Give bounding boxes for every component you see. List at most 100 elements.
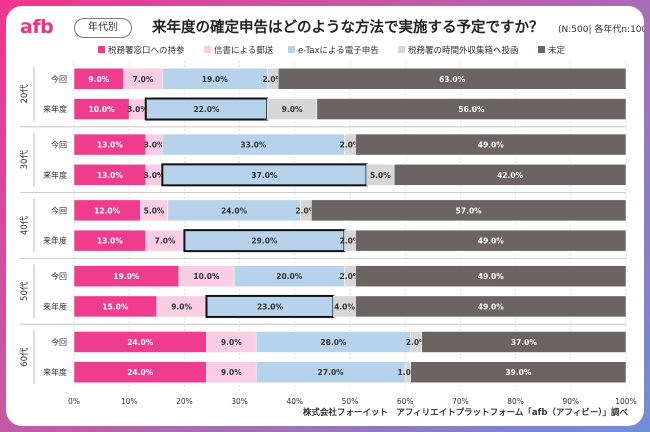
bar-segment	[421, 331, 627, 353]
x-tick-label: 40%	[286, 397, 303, 406]
bar-segment	[355, 295, 627, 318]
bar-segment	[277, 68, 627, 90]
data-label: 42.0%	[497, 171, 524, 180]
chart-card: afb 年代別 来年度の確定申告はどのような方法で実施する予定ですか？ (N:5…	[6, 6, 644, 426]
legend-swatch	[204, 46, 211, 53]
x-tick-label: 20%	[176, 397, 193, 406]
data-label: 10.0%	[193, 272, 220, 281]
data-label: 57.0%	[456, 206, 483, 215]
data-label: 9.0%	[282, 105, 303, 114]
x-tick-label: 60%	[397, 397, 414, 406]
row-label: 来年度	[43, 104, 67, 114]
row-label: 今回	[51, 74, 67, 84]
data-label: 63.0%	[439, 75, 466, 84]
group-label: 50代	[19, 281, 30, 301]
data-label: 3.0%	[127, 105, 148, 114]
data-label: 15.0%	[102, 302, 129, 311]
data-label: 19.0%	[202, 75, 229, 84]
x-tick-label: 80%	[507, 397, 524, 406]
row-label: 来年度	[43, 236, 67, 246]
data-label: 49.0%	[478, 272, 505, 281]
legend-swatch	[538, 46, 545, 53]
data-label: 28.0%	[320, 338, 347, 347]
row-label: 来年度	[43, 301, 67, 311]
afb-logo: afb	[20, 16, 54, 38]
legend-item: 信書による郵送	[204, 44, 273, 56]
data-label: 7.0%	[133, 75, 154, 84]
row-label: 今回	[51, 205, 67, 215]
x-tick-label: 10%	[121, 397, 138, 406]
data-label: 12.0%	[94, 206, 121, 215]
legend-item: e-Taxによる電子申告	[288, 44, 379, 56]
bar-segment	[410, 361, 627, 383]
data-label: 27.0%	[318, 368, 345, 377]
data-label: 2.0%	[340, 237, 361, 246]
data-label: 2.0%	[295, 206, 316, 215]
x-tick-label: 50%	[342, 397, 359, 406]
data-label: 7.0%	[155, 237, 176, 246]
data-label: 9.0%	[221, 368, 242, 377]
sample-size-note: (N:500| 各年代n:100)	[558, 25, 644, 35]
data-label: 37.0%	[511, 338, 538, 347]
row-label: 今回	[51, 140, 67, 150]
legend-swatch	[288, 46, 295, 53]
data-label: 23.0%	[257, 302, 284, 311]
group-label: 60代	[19, 347, 30, 367]
bar-segment	[393, 164, 627, 186]
data-label: 2.0%	[340, 272, 361, 281]
legend-label: 税務署窓口への持参	[108, 46, 185, 56]
x-tick-label: 90%	[562, 397, 579, 406]
data-label: 3.0%	[144, 171, 165, 180]
data-label: 3.0%	[144, 141, 165, 150]
data-label: 56.0%	[458, 105, 485, 114]
data-label: 5.0%	[370, 171, 391, 180]
data-label: 33.0%	[240, 141, 267, 150]
legend-swatch	[98, 46, 105, 53]
bar-segment	[355, 229, 627, 252]
data-label: 49.0%	[478, 302, 505, 311]
data-label: 20.0%	[276, 272, 303, 281]
data-label: 2.0%	[340, 141, 361, 150]
data-label: 10.0%	[89, 105, 116, 114]
bar-segment	[355, 133, 627, 156]
data-label: 39.0%	[505, 368, 532, 377]
data-label: 13.0%	[97, 141, 124, 150]
data-label: 13.0%	[97, 237, 124, 246]
group-label: 20代	[19, 84, 30, 104]
chart-title: 来年度の確定申告はどのような方法で実施する予定ですか？	[152, 20, 544, 36]
segment-tag: 年代別	[74, 18, 132, 38]
data-label: 24.0%	[221, 206, 248, 215]
legend-label: e-Taxによる電子申告	[298, 46, 379, 56]
data-label: 2.0%	[406, 338, 427, 347]
row-label: 来年度	[43, 170, 67, 180]
data-label: 13.0%	[97, 171, 124, 180]
bar-segment	[311, 199, 627, 222]
legend-label: 税務署の時間外収集箱へ投函	[408, 46, 519, 56]
legend-label: 信書による郵送	[214, 46, 274, 56]
row-label: 今回	[51, 337, 67, 347]
x-tick-label: 70%	[452, 397, 469, 406]
legend-swatch	[398, 46, 405, 53]
data-label: 5.0%	[144, 206, 165, 215]
data-label: 37.0%	[251, 171, 278, 180]
legend-item: 未定	[538, 44, 565, 56]
group-label: 40代	[19, 215, 30, 235]
x-tick-label: 30%	[231, 397, 248, 406]
row-label: 今回	[51, 271, 67, 281]
data-label: 4.0%	[334, 302, 355, 311]
data-label: 19.0%	[113, 272, 140, 281]
data-label: 24.0%	[127, 338, 154, 347]
row-label: 来年度	[43, 367, 67, 377]
source-credit: 株式会社フォーイット アフィリエイトプラットフォーム「afb（アフィビー）」調べ	[302, 408, 628, 418]
x-tick-label: 100%	[615, 397, 636, 406]
x-tick-label: 0%	[68, 397, 80, 406]
data-label: 49.0%	[478, 237, 505, 246]
data-label: 24.0%	[127, 368, 154, 377]
data-label: 9.0%	[221, 338, 242, 347]
bar-segment	[355, 265, 627, 287]
data-label: 1.0%	[398, 368, 419, 377]
chart-legend: 税務署窓口への持参 信書による郵送 e-Taxによる電子申告 税務署の時間外収集箱へ投…	[6, 44, 644, 58]
legend-item: 税務署窓口への持参	[98, 44, 185, 56]
legend-label: 未定	[548, 46, 566, 56]
